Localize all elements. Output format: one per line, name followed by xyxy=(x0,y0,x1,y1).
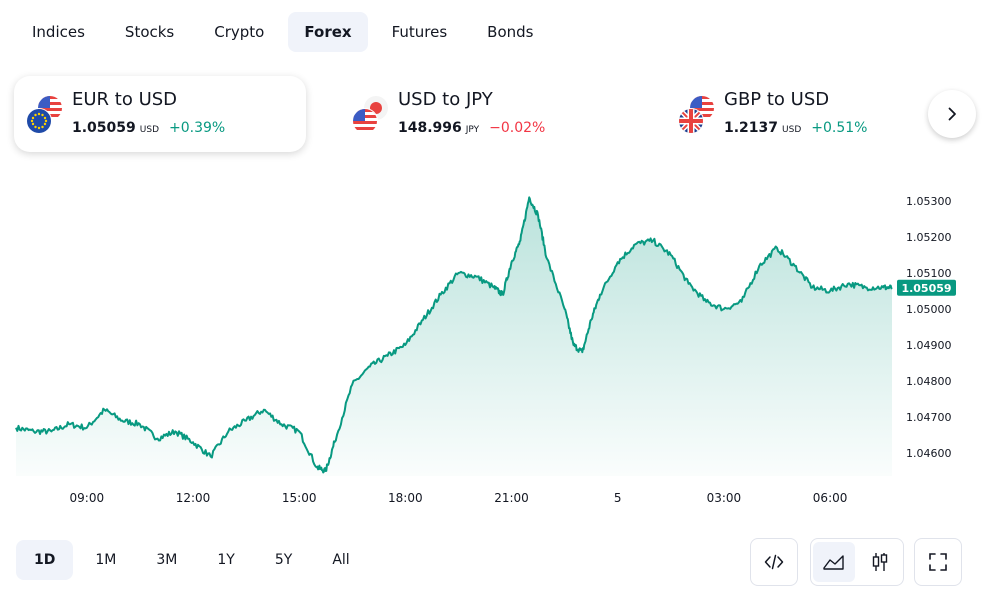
chart-line-layer xyxy=(15,196,893,474)
market-tabs: Indices Stocks Crypto Forex Futures Bond… xyxy=(16,12,557,52)
tab-indices[interactable]: Indices xyxy=(32,23,85,41)
tab-bonds[interactable]: Bonds xyxy=(487,23,534,41)
area-chart-icon xyxy=(823,555,844,570)
range-3m[interactable]: 3M xyxy=(156,552,178,568)
y-tick-label: 1.05000 xyxy=(906,303,952,316)
x-tick-label: 5 xyxy=(614,491,622,505)
fullscreen-icon xyxy=(929,553,947,571)
chevron-right-icon xyxy=(948,107,956,121)
y-tick-label: 1.04900 xyxy=(906,339,952,352)
y-tick-label: 1.04800 xyxy=(906,375,952,388)
tab-crypto[interactable]: Crypto xyxy=(214,23,265,41)
symbol-price: 1.05059 xyxy=(72,120,136,136)
y-tick-label: 1.05300 xyxy=(906,195,952,208)
tab-forex[interactable]: Forex xyxy=(288,12,368,52)
range-all[interactable]: All xyxy=(332,552,350,568)
x-tick-label: 12:00 xyxy=(176,491,211,505)
symbol-title: EUR to USD xyxy=(72,89,178,110)
symbol-price: 1.2137 xyxy=(724,120,779,136)
y-tick-label: 1.04600 xyxy=(906,447,952,460)
next-cards-button[interactable] xyxy=(928,90,976,138)
last-price-badge xyxy=(897,279,956,296)
tab-futures[interactable]: Futures xyxy=(391,23,448,41)
flag-pair xyxy=(26,96,66,136)
flag-pair xyxy=(352,96,392,136)
symbol-card-usdjpy[interactable]: USD to JPY 148.996 JPY −0.02% xyxy=(340,76,632,152)
symbol-change: +0.39% xyxy=(169,120,226,136)
x-tick-label: 21:00 xyxy=(494,491,529,505)
embed-button[interactable] xyxy=(750,538,798,586)
symbol-currency: JPY xyxy=(465,125,480,135)
range-selector: 1D 1M 3M 1Y 5Y All xyxy=(16,540,372,580)
uk-flag-icon xyxy=(678,108,704,134)
symbol-card-gbpusd[interactable]: GBP to USD 1.2137 USD +0.51% xyxy=(666,76,958,152)
price-area-fill xyxy=(16,197,892,476)
y-tick-label: 1.05100 xyxy=(906,267,952,280)
range-5y[interactable]: 5Y xyxy=(274,552,293,568)
symbol-card-eurusd[interactable]: EUR to USD 1.05059 USD +0.39% xyxy=(14,76,306,152)
x-tick-label: 15:00 xyxy=(282,491,317,505)
area-chart-button[interactable] xyxy=(813,542,855,582)
candlestick-chart-icon xyxy=(872,553,888,571)
chart-area-layer xyxy=(16,197,892,476)
chart-type-toggle xyxy=(810,538,904,586)
symbol-change: +0.51% xyxy=(811,120,868,136)
code-embed-icon xyxy=(764,554,784,570)
last-price-marker: 1.05059 xyxy=(897,279,956,296)
x-axis: 09:00 12:00 15:00 18:00 21:00 5 03:00 06:00 xyxy=(70,491,848,505)
symbol-title: GBP to USD xyxy=(724,89,830,110)
symbol-price: 148.996 xyxy=(398,120,462,136)
symbol-currency: USD xyxy=(782,125,802,135)
x-tick-label: 06:00 xyxy=(813,491,848,505)
symbol-change: −0.02% xyxy=(489,120,546,136)
range-1d[interactable]: 1D xyxy=(16,540,74,580)
symbol-quote: 1.05059 USD +0.39% xyxy=(72,120,225,136)
symbol-quote: 1.2137 USD +0.51% xyxy=(724,120,867,136)
y-tick-label: 1.05200 xyxy=(906,231,952,244)
x-tick-label: 03:00 xyxy=(707,491,742,505)
x-tick-label: 09:00 xyxy=(70,491,105,505)
eu-flag-icon xyxy=(26,108,52,134)
price-line xyxy=(15,196,893,474)
range-1y[interactable]: 1Y xyxy=(217,552,235,568)
y-axis: 1.05300 1.05200 1.05100 1.05000 1.04900 1.048… xyxy=(906,195,952,460)
flag-pair xyxy=(678,96,718,136)
symbol-currency: USD xyxy=(139,125,159,135)
symbol-title: USD to JPY xyxy=(398,89,493,110)
last-price-label: 1.05059 xyxy=(901,282,951,295)
price-chart[interactable]: 1.05300 1.05200 1.05100 1.05000 1.04900 1.048… xyxy=(0,180,982,520)
x-tick-label: 18:00 xyxy=(388,491,423,505)
tab-stocks[interactable]: Stocks xyxy=(124,23,175,41)
us-flag-icon xyxy=(352,108,378,134)
symbol-quote: 148.996 JPY −0.02% xyxy=(398,120,545,136)
candlestick-chart-button[interactable] xyxy=(859,542,901,582)
y-tick-label: 1.04700 xyxy=(906,411,952,424)
range-1m[interactable]: 1M xyxy=(95,552,117,568)
fullscreen-button[interactable] xyxy=(914,538,962,586)
